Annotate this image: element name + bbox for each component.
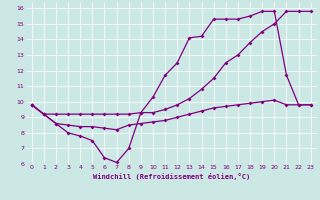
X-axis label: Windchill (Refroidissement éolien,°C): Windchill (Refroidissement éolien,°C) [92,173,250,180]
